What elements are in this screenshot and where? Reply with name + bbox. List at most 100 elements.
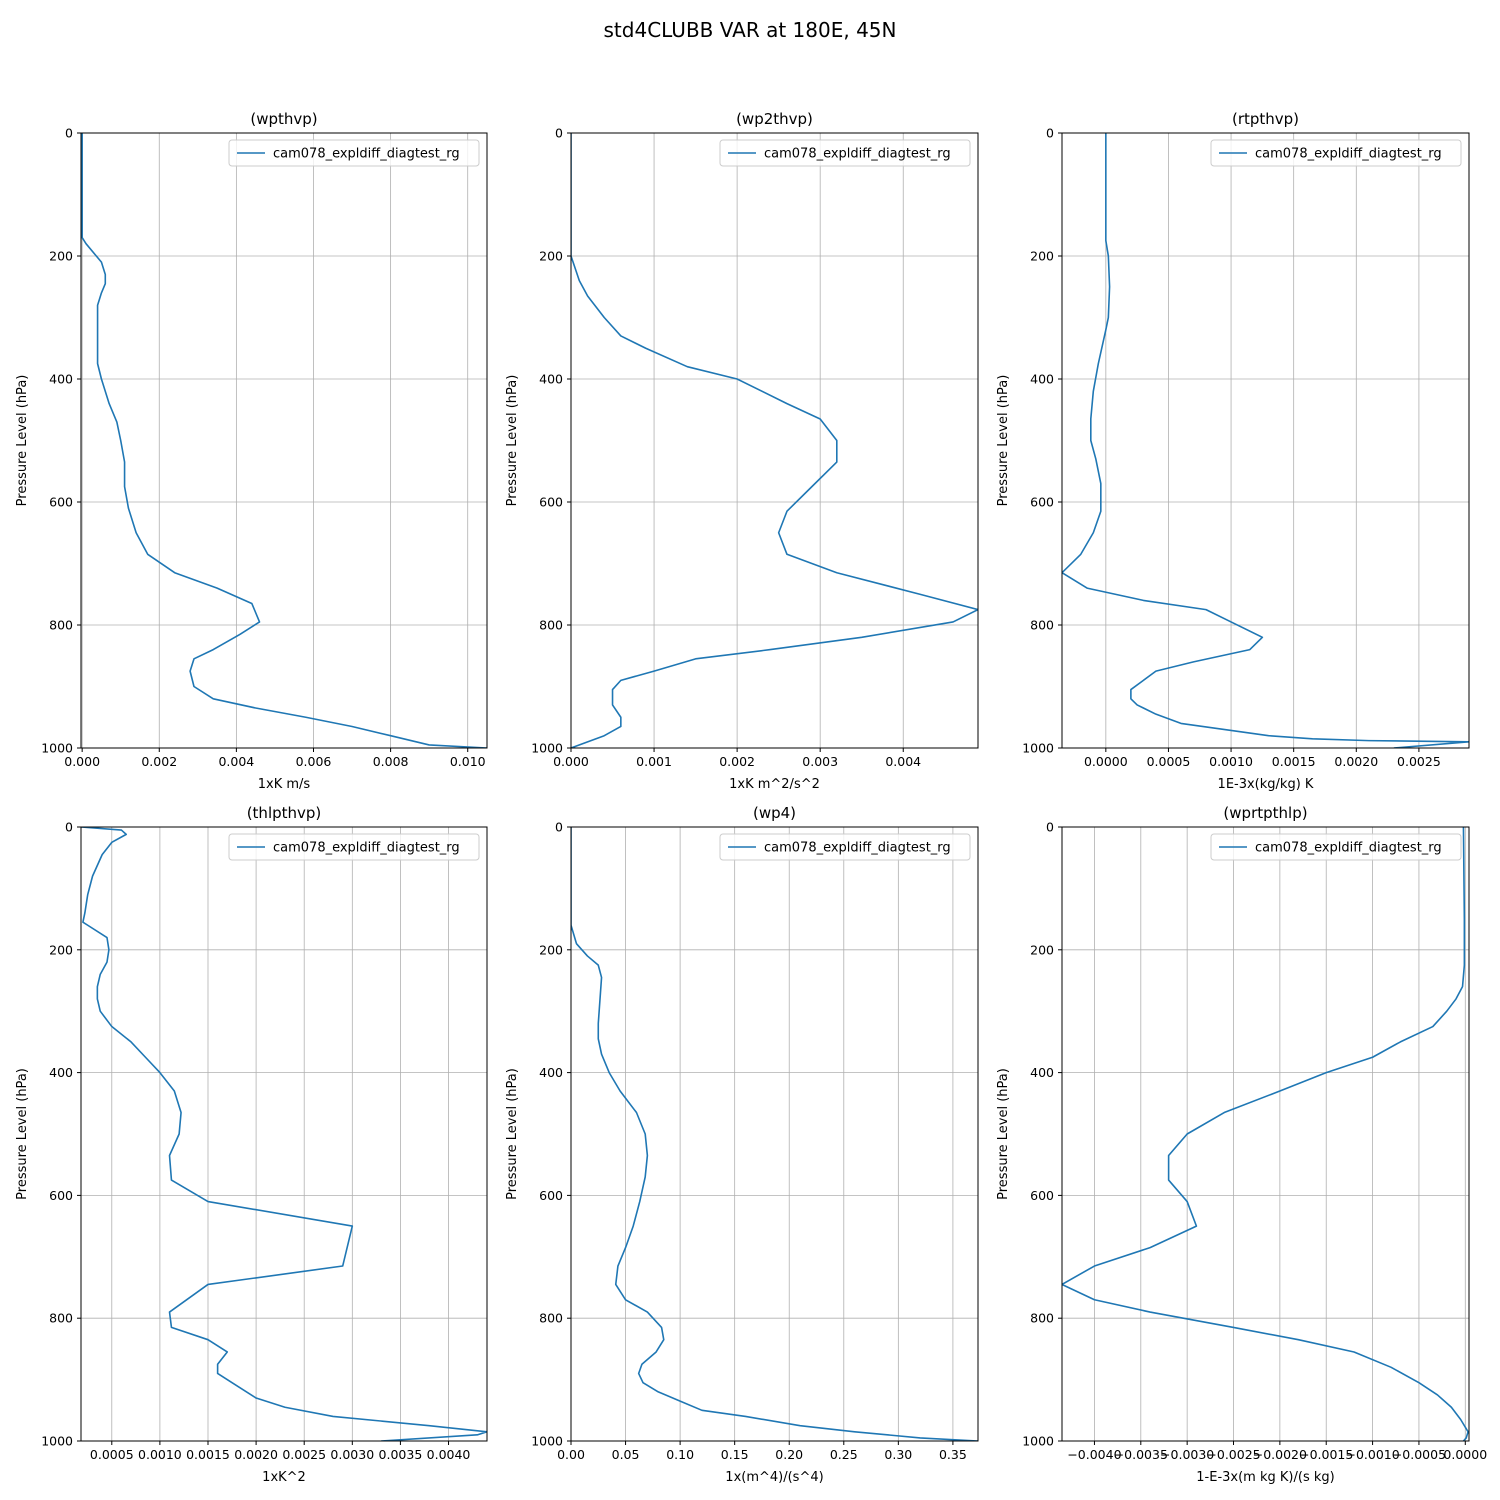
- x-tick-label: 0.25: [830, 1447, 858, 1462]
- y-axis-label: Pressure Level (hPa): [996, 375, 1011, 507]
- subplot-grid: 0.000 0.002 0.004 0.006 0.008 0.0100200400600…: [15, 110, 1487, 1485]
- y-tick-label: 1000: [531, 741, 563, 756]
- x-axis-label: 1x(m^4)/(s^4): [725, 1470, 823, 1485]
- y-tick-label: 800: [1030, 1311, 1054, 1326]
- y-axis-label: Pressure Level (hPa): [505, 1068, 520, 1200]
- legend-box: [1210, 139, 1462, 167]
- y-tick-label: 0: [555, 126, 563, 141]
- x-tick-label: −0.0015: [1299, 1447, 1353, 1462]
- x-tick-label: 0.05: [612, 1447, 640, 1462]
- y-tick-label: 800: [539, 618, 563, 633]
- x-tick-label: 0.0000: [1084, 754, 1128, 769]
- x-tick-label: 0.0000: [1443, 1447, 1487, 1462]
- y-tick-label: 1000: [41, 741, 73, 756]
- subplot-5: 0.00 0.05 0.10 0.15 0.20 0.25 0.30 0.35 0 200 400 6…: [505, 804, 979, 1485]
- y-tick-label: 800: [49, 1311, 73, 1326]
- series-line: [571, 827, 978, 1441]
- axes-frame: [80, 826, 488, 1442]
- legend: cam078_expldiff_diagtest_rg: [1210, 833, 1462, 861]
- legend-box: [1210, 833, 1462, 861]
- x-tick-label: 0.0015: [186, 1447, 230, 1462]
- y-tick-label: 1000: [1022, 741, 1054, 756]
- subplot-title: (thlpthvp): [247, 804, 322, 822]
- y-tick-label: 400: [49, 372, 73, 387]
- subplot-4: 0.0005 0.0010 0.0015 0.0020 0.0025 0.0030 0.00…: [15, 804, 488, 1485]
- x-tick-label: 0.30: [884, 1447, 912, 1462]
- legend-box: [719, 833, 971, 861]
- subplot-title: (rtpthvp): [1232, 110, 1299, 128]
- legend-label: cam078_expldiff_diagtest_rg: [1255, 841, 1442, 856]
- legend: cam078_expldiff_diagtest_rg: [1210, 139, 1462, 167]
- y-axis-label: Pressure Level (hPa): [15, 1068, 30, 1200]
- legend: cam078_expldiff_diagtest_rg: [719, 833, 971, 861]
- x-tick-label: 0.004: [218, 754, 254, 769]
- legend-label: cam078_expldiff_diagtest_rg: [273, 147, 460, 162]
- y-tick-label: 600: [1030, 495, 1054, 510]
- legend: cam078_expldiff_diagtest_rg: [719, 139, 971, 167]
- subplot-1: 0.000 0.002 0.004 0.006 0.008 0.010 0 200 400 600…: [15, 110, 488, 792]
- x-tick-label: −0.0005: [1392, 1447, 1446, 1462]
- y-axis-label: Pressure Level (hPa): [505, 375, 520, 507]
- y-tick-label: 0: [555, 820, 563, 835]
- x-tick-label: 0.35: [939, 1447, 967, 1462]
- x-tick-label: 0.0040: [427, 1447, 471, 1462]
- y-axis-label: Pressure Level (hPa): [15, 375, 30, 507]
- x-tick-label: 0.002: [141, 754, 177, 769]
- y-tick-label: 800: [539, 1311, 563, 1326]
- y-tick-label: 800: [1030, 618, 1054, 633]
- x-tick-label: 0.001: [636, 754, 672, 769]
- y-tick-label: 1000: [531, 1434, 563, 1449]
- legend: cam078_expldiff_diagtest_rg: [228, 833, 480, 861]
- y-tick-label: 400: [49, 1065, 73, 1080]
- x-tick-label: 0.0005: [90, 1447, 134, 1462]
- x-tick-label: 0.0010: [138, 1447, 182, 1462]
- x-tick-label: 0.0025: [282, 1447, 326, 1462]
- x-tick-label: 0.010: [450, 754, 486, 769]
- x-tick-label: 0.000: [64, 754, 100, 769]
- axes-frame: [1061, 826, 1470, 1442]
- x-tick-label: 0.008: [373, 754, 409, 769]
- series-line: [1062, 133, 1469, 748]
- legend-label: cam078_expldiff_diagtest_rg: [1255, 147, 1442, 162]
- y-tick-label: 800: [49, 618, 73, 633]
- x-axis-label: 1xK m^2/s^2: [729, 777, 820, 792]
- x-tick-label: 0.0025: [1397, 754, 1441, 769]
- x-tick-label: 0.20: [775, 1447, 803, 1462]
- series-line: [571, 133, 978, 748]
- figure-title: std4CLUBB VAR at 180E, 45N: [604, 18, 897, 42]
- y-tick-label: 400: [1030, 372, 1054, 387]
- legend: cam078_expldiff_diagtest_rg: [228, 139, 480, 167]
- x-tick-label: 0.0020: [1334, 754, 1378, 769]
- series-line: [81, 133, 487, 748]
- x-tick-label: 0.15: [721, 1447, 749, 1462]
- y-tick-label: 0: [65, 126, 73, 141]
- subplot-title: (wprtpthlp): [1223, 804, 1307, 822]
- axes-frame: [570, 132, 979, 749]
- x-tick-label: 0.003: [802, 754, 838, 769]
- x-tick-label: 0.0020: [234, 1447, 278, 1462]
- x-tick-label: −0.0025: [1206, 1447, 1260, 1462]
- x-axis-label: 1-E-3x(m kg K)/(s kg): [1196, 1470, 1334, 1485]
- subplot-3: 0.0000 0.0005 0.0010 0.0015 0.0020 0.0025 0 200…: [996, 110, 1470, 792]
- y-tick-label: 400: [539, 372, 563, 387]
- y-tick-label: 200: [49, 249, 73, 264]
- x-tick-label: 0.0015: [1272, 754, 1316, 769]
- series-line: [1062, 827, 1469, 1441]
- x-tick-label: 0.000: [553, 754, 589, 769]
- x-axis-label: 1xK^2: [262, 1470, 306, 1485]
- subplot-6: −0.0040−0.0035−0.0030−0.0025−0.0020−0.00…: [996, 804, 1487, 1485]
- x-tick-label: −0.0010: [1345, 1447, 1399, 1462]
- x-tick-label: 0.006: [296, 754, 332, 769]
- subplot-title: (wp4): [753, 804, 796, 822]
- y-tick-label: 600: [49, 1188, 73, 1203]
- y-tick-label: 400: [1030, 1065, 1054, 1080]
- x-tick-label: −0.0030: [1160, 1447, 1214, 1462]
- subplot-title: (wp2thvp): [736, 110, 813, 128]
- y-tick-label: 600: [1030, 1188, 1054, 1203]
- x-tick-label: 0.00: [557, 1447, 585, 1462]
- x-tick-label: 0.002: [719, 754, 755, 769]
- y-tick-label: 400: [539, 1065, 563, 1080]
- axes-frame: [570, 826, 979, 1442]
- series-line: [81, 827, 487, 1441]
- x-tick-label: 0.0010: [1209, 754, 1253, 769]
